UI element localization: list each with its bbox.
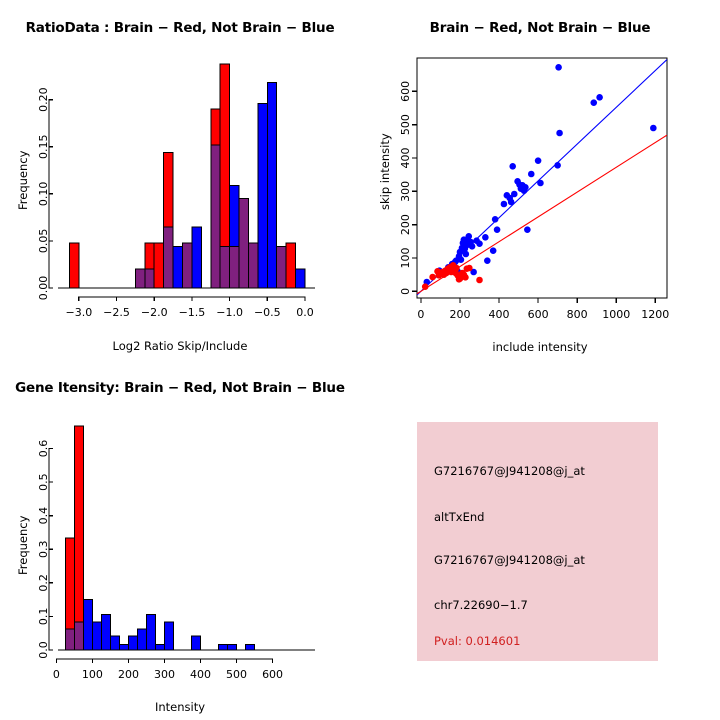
svg-text:0.20: 0.20 xyxy=(37,87,50,112)
probe-info-box: G7216767@J941208@j_at altTxEnd G7216767@… xyxy=(417,422,658,661)
svg-text:−1.0: −1.0 xyxy=(216,306,243,319)
svg-text:400: 400 xyxy=(190,668,211,681)
panel-probe-info: G7216767@J941208@j_at altTxEnd G7216767@… xyxy=(360,360,720,720)
ratio-histogram-ylabel: Frequency xyxy=(16,150,30,210)
svg-text:300: 300 xyxy=(154,668,175,681)
svg-text:0.5: 0.5 xyxy=(37,473,50,491)
scatter-xlabel: include intensity xyxy=(492,340,588,354)
genomic-location: chr7.22690−1.7 xyxy=(434,598,528,612)
svg-text:0.3: 0.3 xyxy=(37,541,50,559)
event-type: altTxEnd xyxy=(434,510,485,524)
probe-id-primary: G7216767@J941208@j_at xyxy=(434,464,585,478)
svg-text:−2.5: −2.5 xyxy=(103,306,130,319)
probe-id-secondary: G7216767@J941208@j_at xyxy=(434,553,585,567)
svg-text:600: 600 xyxy=(528,308,549,321)
svg-text:100: 100 xyxy=(82,668,103,681)
panel-ratio-histogram: RatioData : Brain − Red, Not Brain − Blu… xyxy=(0,0,360,360)
panel-gene-histogram: Gene Itensity: Brain − Red, Not Brain − … xyxy=(0,360,360,720)
gene-histogram-plot: 0.0 0.1 0.2 0.3 0.4 0.5 0.6 0 100 200 300 400 500 600 xyxy=(37,425,315,681)
svg-text:−1.5: −1.5 xyxy=(179,306,206,319)
svg-text:−0.5: −0.5 xyxy=(254,306,281,319)
svg-text:−2.0: −2.0 xyxy=(141,306,168,319)
svg-text:0.0: 0.0 xyxy=(296,306,314,319)
svg-text:400: 400 xyxy=(489,308,510,321)
svg-text:0.00: 0.00 xyxy=(37,276,50,301)
svg-text:0.1: 0.1 xyxy=(37,608,50,626)
svg-text:500: 500 xyxy=(399,114,412,135)
svg-text:800: 800 xyxy=(567,308,588,321)
gene-histogram-title: Gene Itensity: Brain − Red, Not Brain − … xyxy=(15,380,345,396)
svg-text:400: 400 xyxy=(399,148,412,169)
panel-intensity-scatter: Brain − Red, Not Brain − Blue include in… xyxy=(360,0,720,360)
svg-text:1200: 1200 xyxy=(641,308,669,321)
svg-text:200: 200 xyxy=(449,308,470,321)
svg-text:0.4: 0.4 xyxy=(37,507,50,525)
scatter-plot: 0 100 200 300 400 500 600 0 200 400 600 800 1000 1200 xyxy=(399,57,669,321)
svg-text:0.6: 0.6 xyxy=(37,440,50,458)
ratio-histogram-xlabel: Log2 Ratio Skip/Include xyxy=(112,339,248,353)
svg-text:−3.0: −3.0 xyxy=(65,306,92,319)
svg-text:0.15: 0.15 xyxy=(37,135,50,160)
svg-text:600: 600 xyxy=(399,81,412,102)
svg-text:0.10: 0.10 xyxy=(37,182,50,207)
gene-histogram-ylabel: Frequency xyxy=(16,515,30,575)
svg-text:300: 300 xyxy=(399,181,412,202)
svg-text:0: 0 xyxy=(53,668,60,681)
svg-text:600: 600 xyxy=(262,668,283,681)
svg-text:1000: 1000 xyxy=(602,308,630,321)
svg-text:200: 200 xyxy=(399,214,412,235)
svg-text:100: 100 xyxy=(399,248,412,269)
pval-label: Pval: 0.014601 xyxy=(434,634,521,648)
gene-histogram-xlabel: Intensity xyxy=(154,700,206,714)
svg-text:0.0: 0.0 xyxy=(37,641,50,659)
svg-text:0: 0 xyxy=(417,308,424,321)
svg-text:0.05: 0.05 xyxy=(37,229,50,254)
ratio-histogram-plot: 0.00 0.05 0.10 0.15 0.20 −3.0 −2.5 −2.0 −1.5 −1.0… xyxy=(37,63,315,319)
svg-text:0: 0 xyxy=(399,288,412,295)
svg-text:500: 500 xyxy=(226,668,247,681)
svg-text:200: 200 xyxy=(118,668,139,681)
ratio-histogram-title: RatioData : Brain − Red, Not Brain − Blu… xyxy=(25,20,335,36)
scatter-title: Brain − Red, Not Brain − Blue xyxy=(429,20,651,36)
scatter-ylabel: skip intensity xyxy=(378,133,392,210)
svg-text:0.2: 0.2 xyxy=(37,574,50,592)
